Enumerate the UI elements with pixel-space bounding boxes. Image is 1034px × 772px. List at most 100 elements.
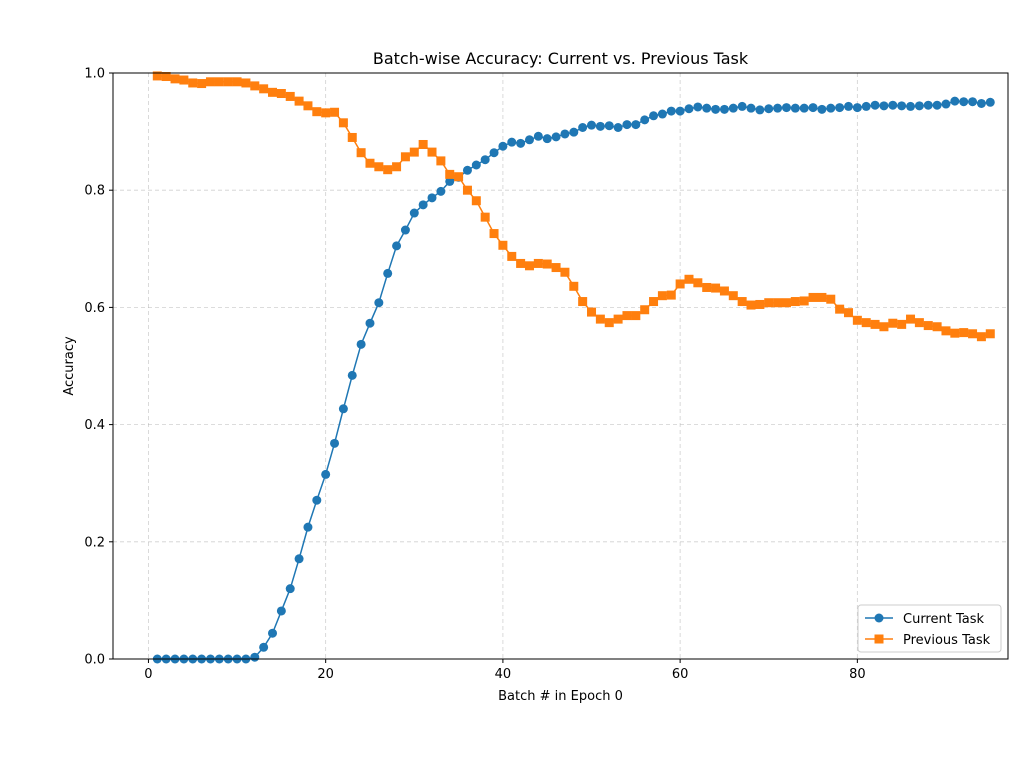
data-point-previous-task [790,297,800,307]
data-point-current-task [507,137,517,147]
data-point-previous-task [808,292,818,302]
data-point-previous-task [675,279,685,289]
data-point-previous-task [338,118,348,128]
y-tick-label: 0.2 [84,535,105,550]
data-point-current-task [968,97,978,107]
data-point-previous-task [347,132,357,142]
data-point-previous-task [454,172,464,182]
data-point-previous-task [728,291,738,301]
data-point-previous-task [268,87,278,97]
data-point-current-task [914,101,924,111]
data-point-previous-task [719,286,729,296]
data-point-previous-task [950,328,960,338]
data-point-previous-task [985,329,995,339]
data-point-previous-task [330,107,340,117]
data-point-previous-task [666,290,676,300]
data-point-current-task [524,135,534,145]
data-point-current-task [728,103,738,113]
data-point-current-task [400,225,410,235]
data-point-current-task [870,100,880,110]
data-point-previous-task [959,328,969,338]
data-point-current-task [427,193,437,203]
data-point-current-task [578,122,588,132]
data-point-previous-task [445,169,455,179]
data-point-current-task [861,101,871,111]
series-layer [152,71,995,664]
data-point-previous-task [418,139,428,149]
data-point-current-task [498,141,508,151]
data-point-previous-task [932,322,942,332]
data-point-current-task [976,98,986,108]
data-point-current-task [693,102,703,112]
data-point-current-task [330,438,340,448]
legend: Current Task Previous Task [857,604,1002,653]
data-point-current-task [569,127,579,137]
data-point-current-task [631,120,641,130]
data-point-previous-task [852,315,862,325]
data-point-current-task [746,103,756,113]
tick-layer: 0 20 40 60 80 0.0 0.2 0.4 0.6 0.8 1.0 [84,67,865,683]
data-point-previous-task [471,196,481,206]
legend-label-current: Current Task [903,612,984,627]
data-point-current-task [489,148,499,158]
data-point-previous-task [897,319,907,329]
plot-frame [112,72,1009,660]
data-point-previous-task [817,292,827,302]
data-point-current-task [640,115,650,125]
data-point-previous-task [356,148,366,158]
data-point-previous-task [968,329,978,339]
data-point-current-task [250,652,260,662]
data-point-previous-task [498,240,508,250]
data-point-previous-task [489,229,499,239]
data-point-current-task [409,208,419,218]
y-tick-label: 0.4 [84,418,105,433]
data-point-current-task [906,101,916,111]
data-point-current-task [923,100,933,110]
data-point-previous-task [170,74,180,84]
data-point-current-task [773,103,783,113]
data-point-previous-task [595,314,605,324]
data-point-previous-task [923,321,933,331]
legend-label-previous: Previous Task [903,633,991,648]
data-point-current-task [542,134,552,144]
data-point-previous-task [781,298,791,308]
data-point-previous-task [693,278,703,288]
data-point-previous-task [188,78,198,88]
data-point-previous-task [976,332,986,342]
data-point-current-task [649,111,659,121]
data-point-current-task [852,103,862,113]
data-point-previous-task [516,258,526,268]
data-point-current-task [622,120,632,130]
data-point-previous-task [906,314,916,324]
data-point-previous-task [622,311,632,321]
series-previous-task [152,71,995,342]
data-point-previous-task [374,162,384,172]
data-point-previous-task [276,89,286,99]
data-point-current-task [436,186,446,196]
x-tick-label: 40 [495,667,512,682]
data-point-current-task [888,100,898,110]
x-axis-label: Batch # in Epoch 0 [498,689,623,704]
legend-marker-previous [874,634,884,644]
data-point-previous-task [259,84,269,94]
data-point-previous-task [365,158,375,168]
data-point-current-task [374,298,384,308]
data-point-previous-task [507,251,517,261]
y-axis-label: Accuracy [62,336,77,396]
data-point-current-task [533,131,543,141]
data-point-current-task [755,105,765,115]
data-point-previous-task [294,96,304,106]
data-point-previous-task [826,294,836,304]
data-point-current-task [587,120,597,130]
data-point-previous-task [223,77,233,87]
data-point-current-task [480,155,490,165]
data-point-current-task [613,122,623,132]
y-tick-label: 0.6 [84,301,105,316]
data-point-current-task [462,165,472,175]
data-point-previous-task [587,307,597,317]
data-point-current-task [595,121,605,131]
data-point-previous-task [214,77,224,87]
data-point-previous-task [861,318,871,328]
data-point-previous-task [524,261,534,271]
x-tick-label: 80 [849,667,866,682]
